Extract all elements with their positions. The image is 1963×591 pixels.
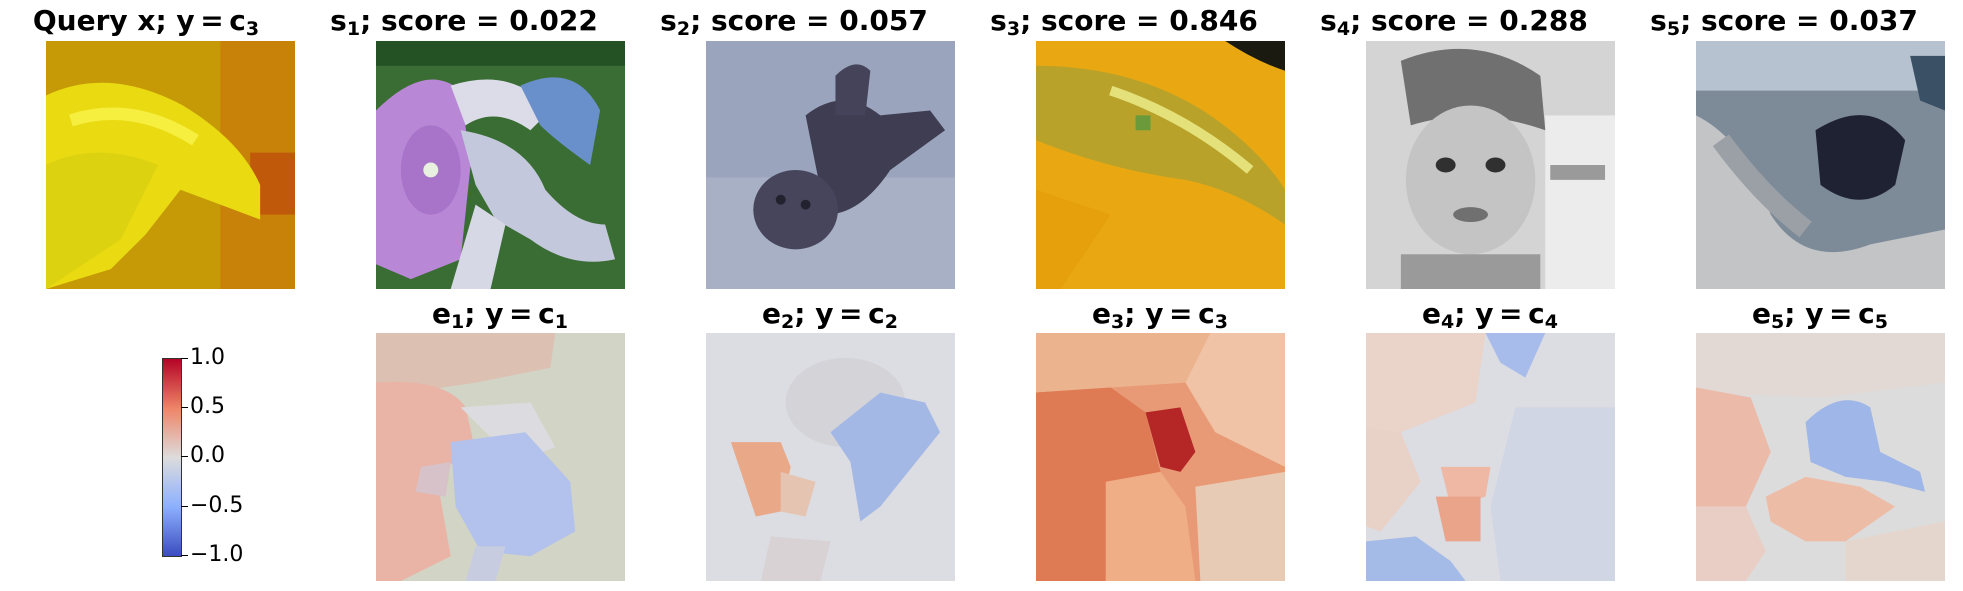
explanation-3-title: e3; y = c3: [1092, 297, 1228, 333]
query-image: [46, 41, 295, 289]
sample-4-title: s4; score = 0.288: [1320, 4, 1588, 40]
sample-5-image: [1696, 41, 1945, 289]
colorbar-tick-label: −0.5: [190, 493, 244, 518]
colorbar-tick-label: 0.0: [190, 443, 225, 468]
colorbar: [162, 358, 182, 557]
sample-2-title: s2; score = 0.057: [660, 4, 928, 40]
explanation-2-title: e2; y = c2: [762, 297, 898, 333]
explanation-4-title: e4; y = c4: [1422, 297, 1558, 333]
sample-3-title: s3; score = 0.846: [990, 4, 1258, 40]
sample-1-title: s1; score = 0.022: [330, 4, 598, 40]
sample-2-image: [706, 41, 955, 289]
colorbar-tick: [181, 407, 188, 408]
colorbar-tick: [181, 358, 188, 359]
colorbar-tick: [181, 555, 188, 556]
sample-1-image: [376, 41, 625, 289]
explanation-5-title: e5; y = c5: [1752, 297, 1888, 333]
colorbar-tick: [181, 506, 188, 507]
query-title: Query x; y = c3: [32, 4, 260, 40]
colorbar-tick-label: −1.0: [190, 542, 244, 567]
sample-4-image: [1366, 41, 1615, 289]
colorbar-tick-label: 1.0: [190, 345, 225, 370]
explanation-1-heatmap: [376, 333, 625, 581]
colorbar-tick-label: 0.5: [190, 394, 225, 419]
colorbar-tick: [181, 456, 188, 457]
explanation-3-heatmap: [1036, 333, 1285, 581]
explanation-5-heatmap: [1696, 333, 1945, 581]
explanation-2-heatmap: [706, 333, 955, 581]
explanation-1-title: e1; y = c1: [432, 297, 568, 333]
sample-5-title: s5; score = 0.037: [1650, 4, 1918, 40]
sample-3-image: [1036, 41, 1285, 289]
explanation-4-heatmap: [1366, 333, 1615, 581]
